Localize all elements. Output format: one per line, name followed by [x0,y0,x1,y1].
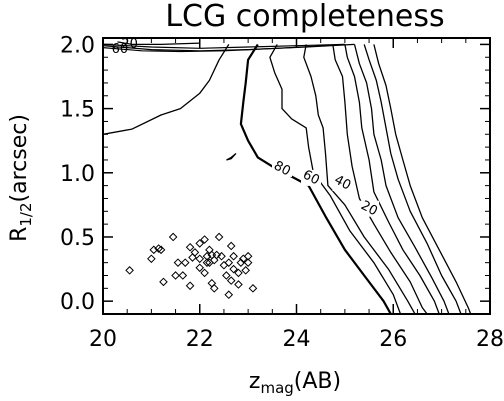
data-point-33 [243,258,253,267]
top-band-contour-0 [103,43,345,49]
data-point-2 [156,245,166,255]
y-tick-label-0: 0.0 [60,290,95,315]
data-point-6 [159,277,168,287]
data-point-15 [195,254,205,264]
data-point-4 [147,254,156,264]
contour-line-90 [103,44,230,135]
data-point-5 [173,258,183,267]
top-band-label-1: 60 [112,42,129,57]
x-tick-label-3: 26 [379,327,407,352]
data-point-11 [190,248,200,257]
small-contour [226,153,237,161]
data-point-0 [168,232,178,242]
data-point-38 [209,284,219,293]
contour-label-bg-80 [271,160,292,177]
axes: 20 22 24 26 28 0.0 0.5 1.0 1.5 2.0 [60,33,504,352]
contour-line-60 [303,44,416,314]
top-band-contour-3 [117,41,200,46]
contour-label-bg-20 [359,200,380,217]
contour-label-60: 60 [300,167,322,188]
contour-label-bg-40 [332,175,353,192]
data-point-35 [234,280,243,289]
data-point-20 [205,258,214,267]
y-tick-label-3: 1.5 [60,98,95,123]
data-point-1 [154,244,163,253]
data-point-29 [229,264,238,274]
contour-line-50 [332,44,428,314]
plot-frame [102,37,491,315]
data-point-45 [149,245,159,255]
data-point-25 [217,251,226,261]
x-tick-label-4: 28 [476,327,504,352]
x-tick-label-1: 22 [186,327,214,352]
data-point-12 [195,239,205,248]
data-point-21 [212,250,221,260]
top-band-label-0: 20 [121,37,138,52]
data-point-27 [222,271,231,280]
y-tick-label-1: 0.5 [60,226,95,251]
data-point-14 [188,253,197,262]
data-point-24 [219,260,229,270]
data-point-30 [234,268,243,278]
data-point-13 [200,235,209,244]
data-point-23 [200,268,209,278]
data-point-40 [185,281,195,291]
contour-line-70 [269,44,402,314]
contour-line-20 [363,44,462,314]
data-point-8 [178,271,188,280]
contour-line-30 [353,44,450,314]
contour-line-40 [344,44,440,314]
data-point-43 [226,241,236,251]
data-point-22 [195,263,205,273]
y-tick-label-2: 1.0 [60,162,95,187]
data-point-34 [241,266,251,275]
contour-line-10 [373,44,472,314]
data-point-42 [214,232,224,242]
data-point-28 [226,276,236,285]
data-point-3 [125,266,134,275]
data-point-9 [180,258,190,267]
contour-label-20: 20 [358,198,380,219]
top-band-contour-2 [103,45,326,53]
data-point-19 [209,255,219,265]
chart-title: LCG completeness [165,0,444,34]
data-point-37 [224,290,234,300]
data-point-36 [248,284,258,293]
contour-label-80: 80 [271,158,293,179]
contour-label-40: 40 [332,173,354,194]
data-point-41 [229,251,238,261]
data-point-26 [224,258,234,267]
data-point-44 [243,251,253,261]
contour-label-bg-60 [301,169,322,186]
data-point-10 [185,242,195,252]
x-axis-label: zmag(AB) [249,369,341,397]
data-point-31 [236,258,246,267]
data-point-46 [202,258,212,267]
y-tick-label-4: 2.0 [60,33,95,58]
data-point-39 [207,278,217,288]
x-tick-label-0: 20 [89,327,117,352]
x-tick-label-2: 24 [283,327,311,352]
data-point-7 [171,271,180,280]
y-axis-label: R1/2(arcsec) [7,114,35,242]
data-point-16 [202,251,212,261]
